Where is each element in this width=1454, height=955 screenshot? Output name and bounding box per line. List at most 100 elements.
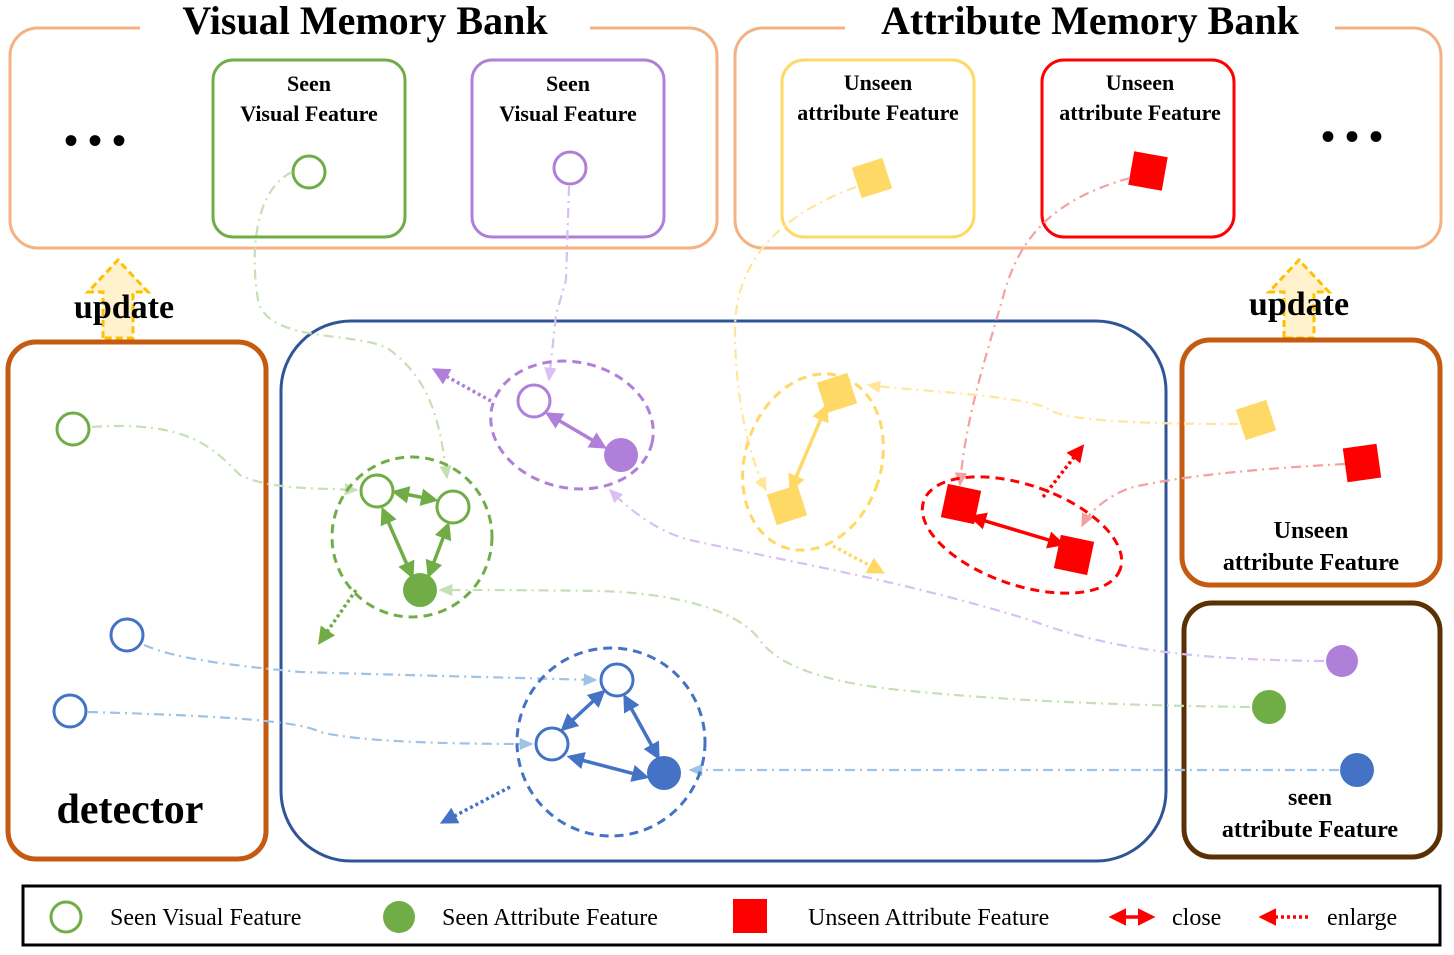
green-close-arrow-1 bbox=[391, 486, 439, 506]
attribute-memory-bank-title: Attribute Memory Bank bbox=[881, 0, 1299, 43]
yellow-enlarge-arrow bbox=[832, 544, 886, 574]
connector-paths bbox=[87, 171, 1346, 777]
red-enlarge-arrow bbox=[1041, 444, 1085, 499]
red-close-arrow bbox=[968, 512, 1066, 549]
seen-visual-box-green-line2: Visual Feature bbox=[240, 101, 378, 126]
yellow-close-arrow bbox=[788, 403, 829, 493]
yellow-cluster-boundary bbox=[741, 372, 885, 552]
panel-yellow-attribute-node bbox=[1235, 399, 1277, 441]
visual-memory-bank-title: Visual Memory Bank bbox=[182, 0, 548, 43]
yellow-attribute-node-1 bbox=[816, 372, 858, 414]
bank-to-green-connector bbox=[253, 171, 452, 480]
unseen-attr-box-yellow bbox=[780, 58, 976, 239]
blue-cluster-boundary bbox=[515, 646, 707, 838]
purple-visual-node bbox=[516, 383, 552, 419]
blue-close-arrow-1 bbox=[560, 689, 606, 732]
panel-to-yellow-connector bbox=[866, 380, 1239, 426]
legend-seen-attribute-label: Seen Attribute Feature bbox=[442, 905, 658, 931]
blue-close-arrow-2 bbox=[623, 693, 660, 761]
red-attribute-node-2 bbox=[1053, 534, 1095, 576]
detector-green-visual-node bbox=[55, 411, 91, 447]
purple-close-arrow bbox=[544, 412, 608, 449]
unseen-attr-box-red-line1: Unseen bbox=[1106, 70, 1174, 95]
green-cluster bbox=[318, 455, 494, 645]
legend-enlarge-label: enlarge bbox=[1327, 905, 1397, 931]
detector-label: detector bbox=[57, 787, 204, 833]
unseen-attr-box-red bbox=[1040, 58, 1236, 239]
seen-visual-box-purple-line2: Visual Feature bbox=[499, 101, 637, 126]
update-label-right: update bbox=[1249, 286, 1349, 323]
panel-red-attribute-node bbox=[1342, 443, 1382, 483]
panel-green-attribute-node bbox=[1252, 690, 1286, 724]
panel-purple-attribute-node bbox=[1326, 645, 1358, 677]
panel-to-purple-connector bbox=[608, 488, 1325, 663]
green-close-arrow-2 bbox=[380, 506, 415, 580]
green-visual-node-2 bbox=[435, 489, 471, 525]
panel-blue-attribute-node bbox=[1340, 753, 1374, 787]
bank-to-purple-connector bbox=[544, 185, 571, 382]
seen-attribute-panel: seen attribute Feature bbox=[1181, 600, 1443, 860]
update-label-left: update bbox=[74, 289, 174, 326]
purple-enlarge-arrow bbox=[431, 368, 492, 403]
panel-to-green-connector bbox=[438, 583, 1251, 709]
yellow-cluster bbox=[741, 372, 886, 574]
detector-to-blue-connector-1 bbox=[143, 643, 598, 686]
embedding-space bbox=[279, 319, 1168, 863]
legend-close-label: close bbox=[1172, 905, 1221, 931]
unseen-attr-box-red-line2: attribute Feature bbox=[1059, 100, 1221, 125]
bank-to-red-connector bbox=[954, 176, 1131, 487]
detector-to-green-connector bbox=[91, 424, 359, 496]
green-enlarge-arrow bbox=[318, 589, 358, 645]
attribute-memory-bank: Attribute Memory Bank • • • Unseen attri… bbox=[733, 0, 1443, 250]
yellow-attribute-node-2 bbox=[766, 484, 808, 526]
blue-visual-node-2 bbox=[534, 726, 570, 762]
blue-attribute-node bbox=[647, 756, 681, 790]
detector-to-blue-connector-2 bbox=[87, 710, 534, 751]
green-close-arrow-3 bbox=[425, 521, 452, 579]
unseen-attr-box-yellow-line2: attribute Feature bbox=[797, 100, 959, 125]
unseen-panel-label-line2: attribute Feature bbox=[1223, 550, 1400, 576]
detector-blue-visual-node-2 bbox=[52, 693, 88, 729]
visual-bank-ellipsis: • • • bbox=[64, 118, 126, 163]
legend-unseen-attribute-label: Unseen Attribute Feature bbox=[808, 905, 1049, 931]
unseen-attribute-panel: Unseen attribute Feature bbox=[1179, 337, 1443, 588]
bank-to-yellow-connector bbox=[733, 185, 857, 492]
unseen-attr-box-yellow-line1: Unseen bbox=[844, 70, 912, 95]
green-cluster-boundary bbox=[330, 455, 494, 619]
yellow-attribute-feature-node bbox=[851, 157, 893, 199]
legend-seen-attribute-icon bbox=[383, 901, 415, 933]
legend-unseen-attribute-icon bbox=[733, 899, 767, 933]
visual-memory-bank: Visual Memory Bank • • • Seen Visual Fea… bbox=[8, 0, 719, 250]
unseen-panel-label-line1: Unseen bbox=[1274, 518, 1349, 544]
panel-to-red-connector bbox=[1081, 462, 1346, 528]
purple-attribute-node bbox=[604, 438, 638, 472]
blue-visual-node-1 bbox=[599, 662, 635, 698]
blue-close-arrow-3 bbox=[566, 752, 650, 782]
legend-seen-visual-icon bbox=[49, 900, 83, 934]
detector-blue-visual-node-1 bbox=[109, 617, 145, 653]
detector-panel: detector bbox=[5, 339, 269, 862]
update-arrow-right: update bbox=[1249, 257, 1349, 340]
red-cluster-boundary bbox=[920, 475, 1124, 595]
seen-visual-box-green bbox=[211, 58, 407, 239]
green-visual-node-1 bbox=[359, 473, 395, 509]
green-attribute-node bbox=[403, 573, 437, 607]
legend-seen-visual-label: Seen Visual Feature bbox=[110, 905, 301, 931]
red-attribute-node-1 bbox=[940, 483, 982, 525]
seen-visual-box-purple-line1: Seen bbox=[546, 71, 590, 96]
update-arrow-left: update bbox=[74, 257, 174, 340]
purple-cluster bbox=[431, 359, 655, 491]
blue-enlarge-arrow bbox=[439, 785, 511, 824]
blue-cluster bbox=[439, 646, 707, 838]
attribute-bank-ellipsis: • • • bbox=[1321, 114, 1383, 159]
red-cluster bbox=[920, 444, 1124, 595]
purple-cluster-boundary bbox=[489, 359, 655, 491]
seen-panel-label-line2: attribute Feature bbox=[1222, 817, 1399, 843]
green-visual-feature-node bbox=[291, 154, 327, 190]
legend: Seen Visual Feature Seen Attribute Featu… bbox=[21, 884, 1442, 947]
red-attribute-feature-node bbox=[1128, 151, 1168, 191]
purple-visual-feature-node bbox=[552, 150, 588, 186]
seen-visual-box-green-line1: Seen bbox=[287, 71, 331, 96]
seen-panel-label-line1: seen bbox=[1288, 785, 1332, 811]
